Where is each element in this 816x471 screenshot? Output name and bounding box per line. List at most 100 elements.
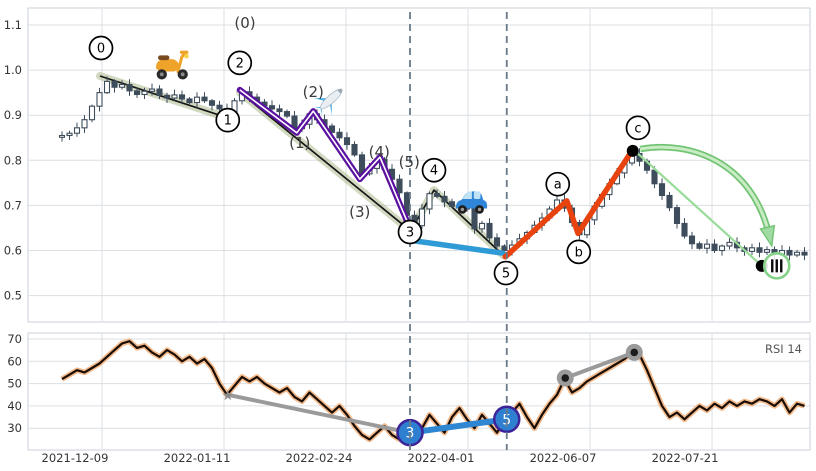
candle-body (156, 88, 163, 96)
date-tick-label: 2022-01-11 (164, 451, 231, 465)
wave-circle-1[interactable] (215, 107, 241, 133)
price-ytick-label: 0.5 (4, 289, 22, 303)
gray-divergence-line-1 (227, 392, 411, 435)
rsi-ytick-label: 60 (7, 354, 22, 368)
sub-wave-label: (5) (399, 153, 420, 171)
candle-body (433, 193, 441, 197)
candle-body (96, 92, 103, 107)
pattern-bar (771, 259, 774, 273)
candle-body (276, 108, 283, 113)
wave-circle-label: 3 (406, 226, 414, 241)
c-top-dot (626, 144, 639, 157)
candle-body (351, 143, 358, 156)
wave-circle-c[interactable] (625, 115, 651, 141)
candle-body (756, 247, 763, 253)
candle-body (193, 96, 201, 104)
gray-dot-inner (630, 348, 639, 357)
candle-body (268, 105, 276, 110)
candle-body (81, 119, 88, 129)
candle-body (658, 183, 666, 197)
candle-body (186, 98, 193, 104)
candle-body (493, 237, 501, 247)
green-projection-arc-inner (639, 145, 771, 236)
candle-body (118, 83, 126, 88)
date-tick-label: 2022-07-21 (652, 451, 719, 465)
wave-circle-label: a (554, 178, 562, 193)
candle-body (696, 243, 703, 249)
green-thin-line (636, 152, 759, 263)
gridlines (28, 9, 810, 449)
candle-body (111, 80, 118, 88)
wave-circle-label: 5 (502, 267, 510, 282)
candle-body (328, 125, 336, 133)
wave-circle-a[interactable] (545, 171, 571, 197)
price-ytick-label: 0.7 (4, 198, 22, 212)
wave-circle-2[interactable] (227, 50, 253, 76)
orange-abc-zigzag (502, 148, 635, 260)
wave-annotations: 0 1 2 3 4 5 a b c (0) (1) (2) (3) (4) (5) (88, 14, 651, 286)
wave-circle-3[interactable] (397, 219, 423, 245)
price-ytick-label: 1.1 (4, 18, 22, 32)
green-arrowhead (759, 224, 776, 248)
candle-body (343, 137, 351, 146)
wave-circle-5[interactable] (493, 260, 519, 286)
blue-rsi-line (409, 416, 508, 436)
candle-body (103, 80, 111, 94)
candle-body (793, 251, 801, 256)
candle-body (126, 83, 133, 92)
candle-body (688, 235, 696, 245)
wave-circle-label: 4 (430, 164, 438, 179)
date-tick-label: 2021-12-09 (42, 451, 109, 465)
candle-body (801, 251, 808, 256)
wave-circle-4[interactable] (421, 157, 447, 183)
price-ytick-label: 0.9 (4, 108, 22, 122)
candle-body (88, 105, 96, 121)
candle-body (163, 94, 171, 99)
candle-body (133, 90, 141, 96)
wave-circle-label: c (634, 121, 641, 136)
candle-body (396, 178, 403, 194)
candle-body (666, 194, 673, 209)
candle-body (681, 222, 688, 237)
candle-body (216, 104, 223, 110)
pattern-bar (775, 259, 778, 273)
purple-zigzag-core (239, 89, 412, 231)
candle-body (178, 94, 186, 100)
wave-circle-label: 0 (97, 42, 105, 57)
wave-circle-0[interactable] (88, 35, 114, 61)
rsi-ytick-label: 30 (7, 421, 22, 435)
candle-body (748, 247, 756, 252)
star-marker: ★ (221, 388, 234, 404)
candle-body (673, 207, 681, 224)
wave-circle-label: b (575, 245, 583, 260)
candle-body (171, 94, 178, 99)
rsi-wave-point-5[interactable] (493, 405, 521, 434)
candle-body (471, 208, 478, 230)
candle-body (711, 243, 718, 252)
gray-divergence-line-2 (564, 350, 635, 380)
candle-body (148, 88, 156, 92)
rsi-ytick-label: 50 (7, 377, 22, 391)
date-tick-label: 2022-06-07 (530, 451, 597, 465)
candle-body (58, 134, 66, 138)
wave-circle-label: 1 (224, 114, 232, 129)
rsi-line (61, 340, 805, 441)
candle-body (718, 245, 726, 252)
sub-wave-label: (0) (234, 14, 255, 32)
sub-wave-label: (3) (349, 203, 370, 221)
candle-body (486, 222, 493, 239)
candle-body (336, 131, 343, 139)
candle-body (73, 127, 81, 134)
candle-body (208, 100, 216, 106)
candle-body (448, 201, 456, 207)
candle-body (651, 169, 658, 185)
wave-circle-b[interactable] (566, 239, 592, 265)
candle-body (201, 96, 208, 102)
candle-body (426, 193, 433, 210)
candle-body (703, 243, 711, 249)
candle-body (66, 132, 73, 137)
candle-body (786, 249, 793, 256)
date-tick-label: 2022-04-01 (408, 451, 475, 465)
